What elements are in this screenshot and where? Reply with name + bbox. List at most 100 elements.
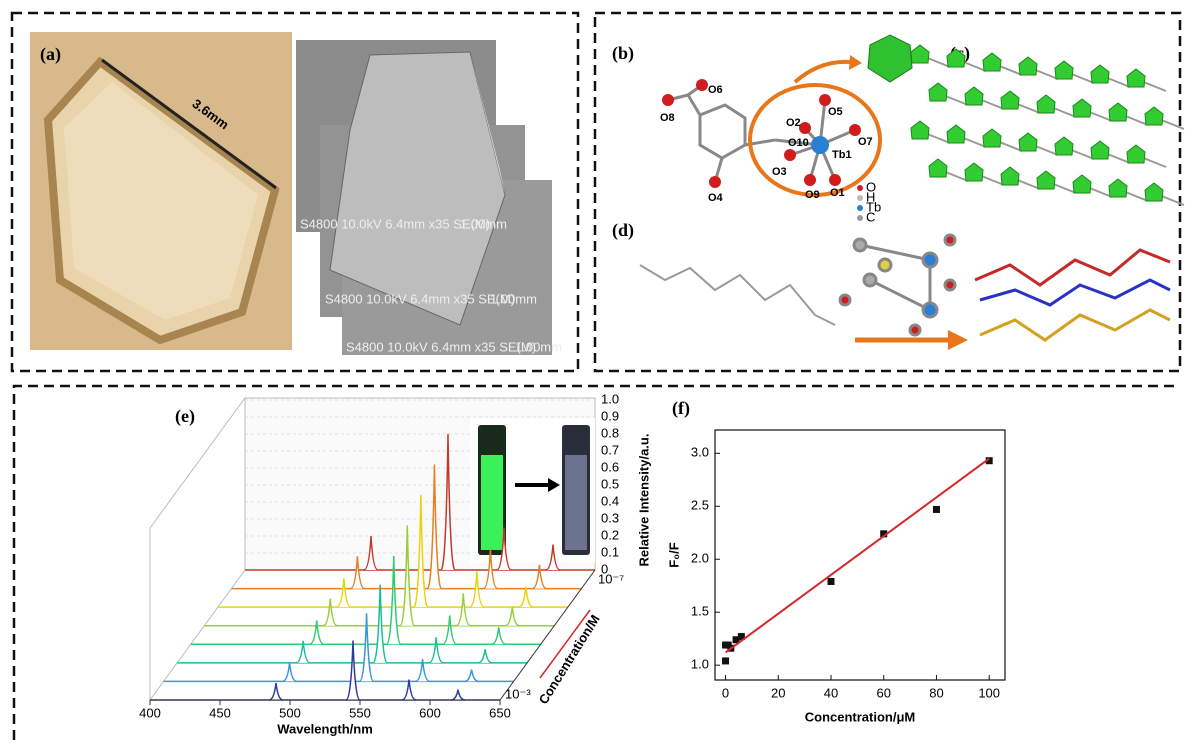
z-tick-label: 0.8 <box>601 425 619 440</box>
y-tick-label: 3.0 <box>691 445 709 460</box>
panel-label: (d) <box>612 220 634 241</box>
peak <box>456 593 470 625</box>
legend-text: C <box>866 209 875 224</box>
polyhedron <box>1091 141 1109 159</box>
fit-line <box>726 459 990 653</box>
plot: 0204060801001.01.52.02.53.0Concentration… <box>666 445 1000 725</box>
atom-label: O3 <box>772 166 787 178</box>
polyhedron <box>983 53 1001 71</box>
depth-tick-label: 10⁻⁷ <box>598 571 624 586</box>
depth-tick-label: 10⁻³ <box>505 686 531 701</box>
z-tick-label: 0.5 <box>601 476 619 491</box>
peak <box>323 599 337 626</box>
x-tick-label: 400 <box>139 705 161 720</box>
polyhedron <box>983 129 1001 147</box>
polyhedron <box>911 45 929 63</box>
y-tick-label: 1.0 <box>691 657 709 672</box>
arrow-head <box>948 330 968 350</box>
peak <box>360 613 374 681</box>
z-tick-label: 0.1 <box>601 544 619 559</box>
peak <box>402 680 416 700</box>
z-tick-label: 0.9 <box>601 408 619 423</box>
framework <box>911 45 1184 205</box>
x-tick-label: 40 <box>824 685 838 700</box>
x-tick-label: 80 <box>929 685 943 700</box>
panel-label: (a) <box>40 44 61 65</box>
polyhedron <box>868 35 912 82</box>
peak <box>492 627 506 644</box>
polyhedron <box>947 125 965 143</box>
peak <box>451 690 465 700</box>
data-point <box>828 578 835 585</box>
z-axis-label: Relative Intensity/a.u. <box>636 434 651 567</box>
panel-label: (b) <box>612 43 634 64</box>
atom-label: O7 <box>858 136 873 148</box>
polyhedron <box>1019 133 1037 151</box>
arrow <box>795 62 850 82</box>
polyhedron <box>1109 103 1127 121</box>
sem-info: S4800 10.0kV 6.4mm x35 SE(M) <box>346 339 536 354</box>
polyhedron <box>1145 107 1163 125</box>
x-tick-label: 500 <box>279 705 301 720</box>
peak <box>310 620 324 644</box>
polyhedron <box>1055 137 1073 155</box>
peak <box>519 587 533 607</box>
peak <box>429 637 443 663</box>
panel-label: (e) <box>175 406 195 427</box>
peak <box>269 683 283 700</box>
z-tick-label: 0.7 <box>601 442 619 457</box>
figure: (a) 3.6mm S4800 10.0kV 6.4mm x35 SE(M) 1… <box>0 0 1191 743</box>
x-axis-label: Concentration/μM <box>805 709 916 724</box>
z-tick-label: 0.2 <box>601 527 619 542</box>
peak <box>465 670 479 682</box>
x-tick-label: 60 <box>876 685 890 700</box>
atom-label: O5 <box>828 106 843 118</box>
data-point <box>933 506 940 513</box>
peak <box>478 649 492 663</box>
peak <box>337 578 351 607</box>
peak <box>283 663 297 682</box>
polyhedron <box>1037 95 1055 113</box>
arrow-head <box>849 55 862 70</box>
atom-label: Tb1 <box>832 149 852 161</box>
data-point <box>722 657 729 664</box>
x-tick-label: 0 <box>722 685 729 700</box>
peak <box>443 615 457 644</box>
polyhedron <box>965 87 983 105</box>
polyhedron <box>1019 57 1037 75</box>
peak <box>373 585 387 663</box>
inset <box>470 418 595 563</box>
y-tick-label: 2.5 <box>691 498 709 513</box>
y-axis-label: F₀/F <box>666 542 681 567</box>
panel-label: (f) <box>672 398 690 419</box>
atom-label: O4 <box>708 192 724 204</box>
polyhedron <box>1037 171 1055 189</box>
peak <box>346 641 360 701</box>
x-tick-label: 100 <box>978 685 1000 700</box>
polyhedron <box>929 159 947 177</box>
atom-label: O8 <box>660 112 675 124</box>
polyhedron <box>965 163 983 181</box>
x-axis-label: Wavelength/nm <box>277 721 373 736</box>
sem-images <box>296 40 552 355</box>
z-tick-label: 0.3 <box>601 510 619 525</box>
z-tick-label: 0.6 <box>601 459 619 474</box>
sem-info: S4800 10.0kV 6.4mm x35 SE(M) <box>325 291 515 306</box>
z-tick-label: 0.4 <box>601 493 619 508</box>
polyhedron <box>1001 167 1019 185</box>
sem-scale: 1.00mm <box>460 216 507 231</box>
polyhedron <box>1001 91 1019 109</box>
sem-scale: 1.00mm <box>490 291 537 306</box>
y-tick-label: 2.0 <box>691 551 709 566</box>
polyhedron <box>1127 69 1145 87</box>
atom-label: O1 <box>830 187 845 199</box>
crystal-photo <box>30 32 292 350</box>
d-legend <box>857 185 863 221</box>
chain <box>975 250 1170 285</box>
sem-scale: 1.00mm <box>515 339 562 354</box>
atom-label: O6 <box>708 84 723 96</box>
chain <box>980 280 1170 305</box>
cluster <box>840 235 955 335</box>
polyhedron <box>1073 175 1091 193</box>
polyhedron <box>1127 145 1145 163</box>
